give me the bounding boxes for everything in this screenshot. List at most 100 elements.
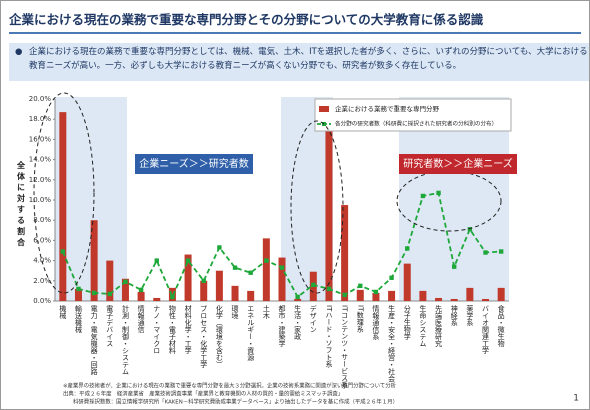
line-marker (373, 289, 379, 295)
line-marker (326, 286, 332, 292)
title: 企業における現在の業務で重要な専門分野とその分野についての大学教育に係る認識 (9, 9, 581, 34)
line-marker (232, 265, 238, 270)
line-marker (436, 190, 441, 196)
line-marker (467, 227, 473, 232)
x-tick-label: プロセス・化学工学 (200, 305, 208, 368)
bar (153, 297, 161, 301)
y-tick-label: 0.0% (33, 297, 51, 305)
x-tick-label: 薬学系 (466, 304, 474, 326)
bar (450, 298, 458, 301)
bar (184, 254, 192, 301)
x-tick-label: 機械 (59, 304, 67, 320)
annotation-box (135, 154, 253, 174)
x-tick-label: 材料化学・工学 (184, 304, 192, 354)
bar (403, 263, 411, 301)
bar (466, 287, 474, 301)
line-marker (279, 265, 285, 270)
legend-label: 各分野の研究者数（科研費に採択された研究者の分科別の分布） (335, 120, 497, 128)
legend-label: 企業における業務で重要な専門分野 (335, 104, 440, 113)
page-number: 1 (573, 394, 579, 404)
line-marker (60, 249, 66, 254)
bar (74, 288, 82, 301)
y-tick-label: 14.0% (29, 156, 52, 164)
line-marker (342, 292, 347, 298)
bar (90, 220, 98, 301)
footnote: 科研費採択数数：国立情報学研究所「KAKEN－科学研究費助成事業データベース」よ… (73, 398, 398, 406)
bar (325, 123, 333, 302)
x-tick-label: 生命システム (419, 304, 427, 347)
dashed-ellipse (290, 120, 344, 294)
x-tick-label: エネルギー・資源 (247, 305, 255, 362)
subtitle-box: ● 企業における現在の業務で重要な専門分野としては、機械、電気、土木、ITを選択し… (9, 43, 589, 81)
y-tick-label: 2.0% (33, 277, 51, 285)
annotation: 研究者数＞＞企業ニーズ (403, 157, 513, 170)
bar (121, 278, 129, 301)
x-tick-label: IT数理系 (356, 305, 364, 333)
bar (59, 112, 67, 301)
x-tick-label: 生活・家政 (294, 304, 302, 341)
bar (341, 205, 349, 301)
line-marker (138, 287, 144, 293)
line-marker (185, 258, 191, 263)
x-tick-label: 計測・制御・システム (121, 304, 129, 375)
bar (419, 290, 427, 301)
bar (200, 280, 208, 301)
x-tick-label: 先端医療研究 (435, 304, 443, 348)
y-tick-label: 20.0% (29, 95, 52, 103)
line-marker (201, 278, 206, 283)
bar (435, 297, 443, 301)
line-marker (170, 294, 175, 300)
line-marker (295, 294, 300, 300)
line-marker (154, 258, 159, 263)
bar (497, 287, 505, 301)
y-tick-label: 16.0% (29, 135, 52, 143)
y-tick-label: 8.0% (33, 216, 51, 224)
y-tick-label: 10.0% (29, 196, 52, 204)
x-tick-label: バイオ関連工学 (482, 305, 490, 354)
line-marker (217, 245, 222, 250)
line-marker (498, 249, 504, 254)
x-tick-label: 生産・安全・経営・社会 (388, 304, 396, 383)
bar (137, 291, 145, 301)
footnote: ※産業界の技術者が、企業における現在の業務で重要な専門分野を最大３分野選択。企業… (63, 382, 397, 390)
y-tick-label: 6.0% (33, 236, 51, 244)
x-tick-label: 電子デバイス (106, 305, 114, 347)
line-marker (452, 264, 457, 269)
line-marker (483, 250, 488, 255)
bar (106, 260, 114, 301)
y-axis-label: 全体に対する割合 (16, 160, 26, 249)
line-marker (76, 286, 81, 292)
bar (482, 298, 490, 301)
x-tick-label: 物性・電子材料 (168, 304, 176, 355)
x-tick-label: 分子生物学 (403, 304, 411, 340)
bar (294, 298, 302, 301)
bar (262, 238, 270, 301)
line-marker (420, 193, 426, 199)
line-marker (248, 270, 253, 275)
legend-box (314, 98, 512, 132)
x-tick-label: 土木 (262, 304, 270, 320)
x-tick-label: 化学（環境を含む） (215, 304, 223, 368)
x-tick-label: 環境 (231, 305, 239, 320)
x-tick-label: 情報通信 (137, 304, 145, 334)
x-tick-label: 都市・建築学 (278, 305, 286, 347)
y-tick-label: 18.0% (29, 115, 52, 123)
x-tick-label: 電力・電気機器・回路 (90, 305, 98, 376)
annotation-box (399, 154, 517, 174)
line-marker (358, 283, 363, 289)
line-marker (91, 290, 97, 296)
bar (168, 287, 176, 301)
x-tick-label: ナノ・マイクロ (153, 305, 161, 354)
subtitle: 企業における現在の業務で重要な専門分野としては、機械、電気、土木、ITを選択した… (29, 47, 588, 71)
x-tick-label: 情報通信系 (372, 304, 380, 340)
bar (356, 289, 364, 301)
line-marker (389, 275, 394, 280)
x-tick-label: ITハード・ソフト系 (325, 305, 333, 368)
footnote: 出典：平成２６年度 経済産業省 産業技術調査事業「産業界と教育機関の人材の質的・… (63, 390, 343, 398)
x-tick-label: 食品・微生物 (497, 304, 505, 348)
dashed-ellipse (33, 92, 95, 294)
x-tick-label: デザイン (309, 304, 317, 333)
bar (372, 292, 380, 301)
